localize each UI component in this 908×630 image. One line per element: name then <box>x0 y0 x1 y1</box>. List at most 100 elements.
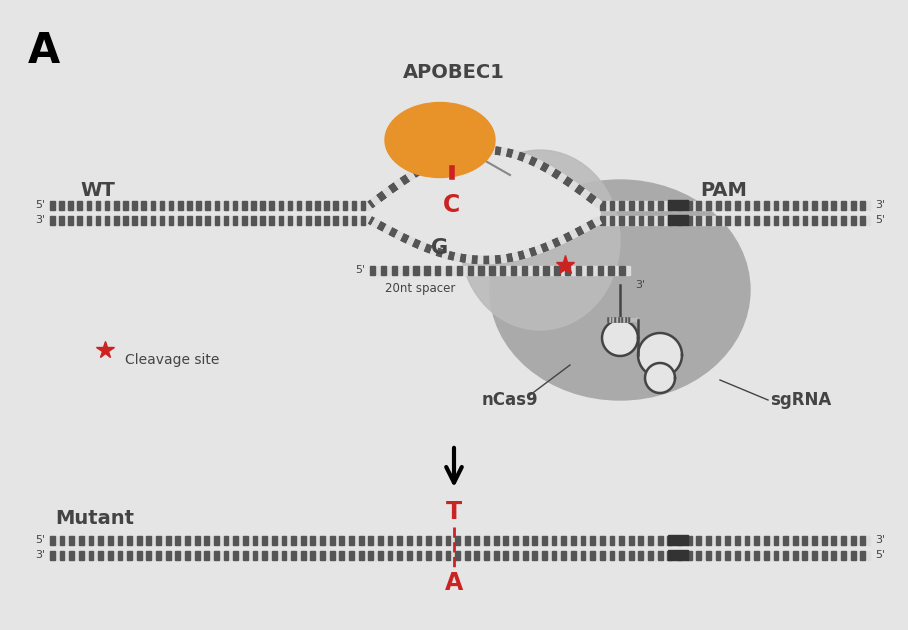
Polygon shape <box>370 150 600 260</box>
Text: G: G <box>431 238 449 258</box>
Bar <box>262 536 267 544</box>
Bar <box>725 551 730 559</box>
Bar <box>793 536 797 544</box>
Bar <box>68 215 73 224</box>
Bar <box>59 215 64 224</box>
Bar <box>137 536 142 544</box>
Bar <box>609 551 615 559</box>
Bar <box>369 551 373 559</box>
Bar <box>619 215 624 224</box>
Bar <box>349 536 354 544</box>
Bar <box>774 200 778 210</box>
Text: 5': 5' <box>875 215 885 225</box>
Bar <box>725 536 730 544</box>
Bar <box>194 551 200 559</box>
Bar <box>686 200 692 210</box>
Bar <box>706 215 711 224</box>
Bar <box>187 200 192 210</box>
Text: 3': 3' <box>35 550 45 560</box>
Bar <box>69 551 74 559</box>
Bar <box>178 200 183 210</box>
Bar <box>252 551 257 559</box>
Bar <box>686 551 692 559</box>
Bar <box>561 536 566 544</box>
Bar <box>706 551 711 559</box>
Bar <box>668 550 688 560</box>
Bar <box>590 536 595 544</box>
Bar <box>388 536 392 544</box>
Bar <box>315 200 320 210</box>
Bar <box>214 200 219 210</box>
Bar <box>117 536 123 544</box>
Bar <box>658 200 663 210</box>
Bar <box>166 551 171 559</box>
Bar <box>233 536 238 544</box>
Bar <box>532 536 538 544</box>
Bar <box>133 215 137 224</box>
Bar <box>494 551 498 559</box>
Bar <box>851 536 855 544</box>
Bar <box>861 215 865 224</box>
Bar <box>378 551 383 559</box>
Text: 3': 3' <box>35 215 45 225</box>
Bar <box>465 536 469 544</box>
Bar <box>297 200 301 210</box>
Bar <box>324 215 329 224</box>
Bar <box>503 536 508 544</box>
Bar <box>774 551 778 559</box>
Bar <box>600 536 605 544</box>
Bar <box>68 200 73 210</box>
Bar <box>279 215 283 224</box>
Text: 20nt spacer: 20nt spacer <box>385 282 456 295</box>
Bar <box>479 265 484 275</box>
Bar <box>50 215 54 224</box>
Bar <box>764 551 769 559</box>
Bar <box>281 536 286 544</box>
Bar <box>841 551 846 559</box>
Bar <box>311 551 315 559</box>
Bar <box>297 215 301 224</box>
Bar <box>370 265 630 275</box>
Bar <box>261 200 265 210</box>
Bar <box>351 200 356 210</box>
Bar <box>242 200 247 210</box>
Bar <box>108 536 113 544</box>
Bar <box>98 536 104 544</box>
Bar <box>262 551 267 559</box>
Bar <box>803 215 807 224</box>
Bar <box>552 536 557 544</box>
Bar <box>489 265 495 275</box>
Bar <box>764 536 769 544</box>
Bar <box>658 215 663 224</box>
Bar <box>861 536 865 544</box>
Bar <box>600 200 605 210</box>
Ellipse shape <box>385 103 495 178</box>
Bar <box>803 536 807 544</box>
Bar <box>59 200 64 210</box>
Bar <box>196 215 201 224</box>
Bar <box>205 200 210 210</box>
Bar <box>50 551 54 559</box>
Bar <box>686 536 692 544</box>
Bar <box>271 551 277 559</box>
Bar <box>851 551 855 559</box>
Text: sgRNA: sgRNA <box>770 391 831 409</box>
Bar <box>629 536 634 544</box>
Bar <box>822 536 826 544</box>
Bar <box>95 200 100 210</box>
Bar <box>205 215 210 224</box>
Bar <box>50 536 54 544</box>
Bar <box>360 200 365 210</box>
Bar <box>861 551 865 559</box>
Bar <box>851 215 855 224</box>
Bar <box>243 536 248 544</box>
Bar <box>468 265 473 275</box>
Bar <box>475 551 479 559</box>
Bar <box>677 536 682 544</box>
Bar <box>204 551 209 559</box>
Bar <box>455 551 460 559</box>
Bar <box>745 551 749 559</box>
Bar <box>667 536 672 544</box>
Bar <box>532 551 538 559</box>
Bar <box>812 536 817 544</box>
